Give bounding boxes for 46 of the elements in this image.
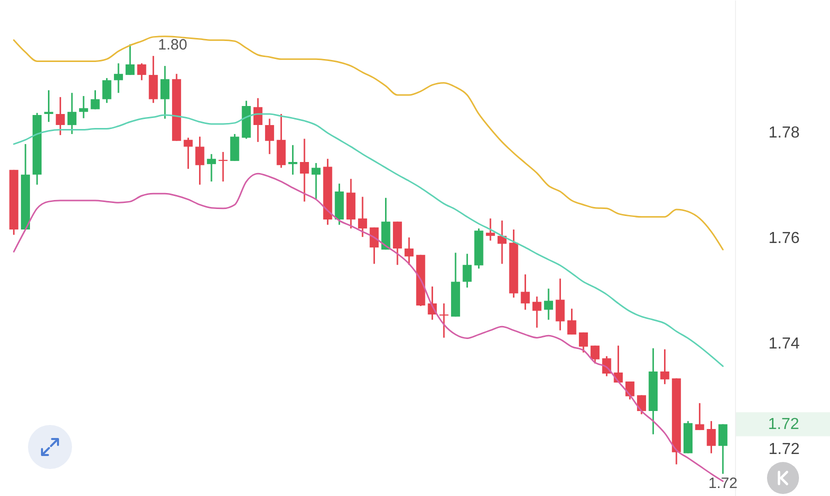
candlestick <box>695 402 704 431</box>
candlestick <box>312 162 321 200</box>
y-tick-label: 1.74 <box>768 335 800 352</box>
candlestick <box>544 288 554 321</box>
candlestick <box>218 151 228 182</box>
candlestick <box>718 423 728 475</box>
candlestick <box>300 138 309 202</box>
candlestick <box>288 144 298 176</box>
candlestick <box>532 296 542 328</box>
y-tick-label: 1.72 <box>768 441 800 458</box>
candlestick <box>637 394 646 415</box>
annotation: 1.80 <box>158 36 188 54</box>
y-tick-label: 1.78 <box>768 124 800 142</box>
candlestick <box>126 44 135 76</box>
candlestick <box>590 344 600 364</box>
candlestick <box>439 302 448 338</box>
candlestick <box>79 95 88 119</box>
candlestick <box>206 153 216 182</box>
candlestick <box>520 274 530 310</box>
candlestick <box>578 332 588 354</box>
candlestick <box>498 220 507 265</box>
candlestick <box>195 136 204 186</box>
y-tick-label: 1.76 <box>768 230 800 247</box>
candlestick <box>56 96 65 136</box>
line-series <box>13 36 724 250</box>
candlestick <box>160 65 170 120</box>
candlestick <box>102 77 112 104</box>
candlestick <box>265 118 274 155</box>
candlestick <box>625 380 634 400</box>
candlestick <box>370 226 379 265</box>
candlestick <box>184 136 193 170</box>
candlestick <box>114 62 123 94</box>
annotation: 1.72 <box>708 474 738 492</box>
candlestick <box>660 348 670 385</box>
candlestick <box>67 92 76 135</box>
candlestick <box>404 236 414 266</box>
candlestick <box>706 420 716 454</box>
candlestick <box>90 89 100 110</box>
candlestick <box>486 218 495 242</box>
candlestick <box>44 89 54 123</box>
candlestick <box>567 308 576 336</box>
candlestick <box>253 97 262 143</box>
candlestick <box>556 278 565 332</box>
candlestick <box>462 253 472 288</box>
candlestick <box>137 62 146 81</box>
candlestick <box>358 196 368 238</box>
